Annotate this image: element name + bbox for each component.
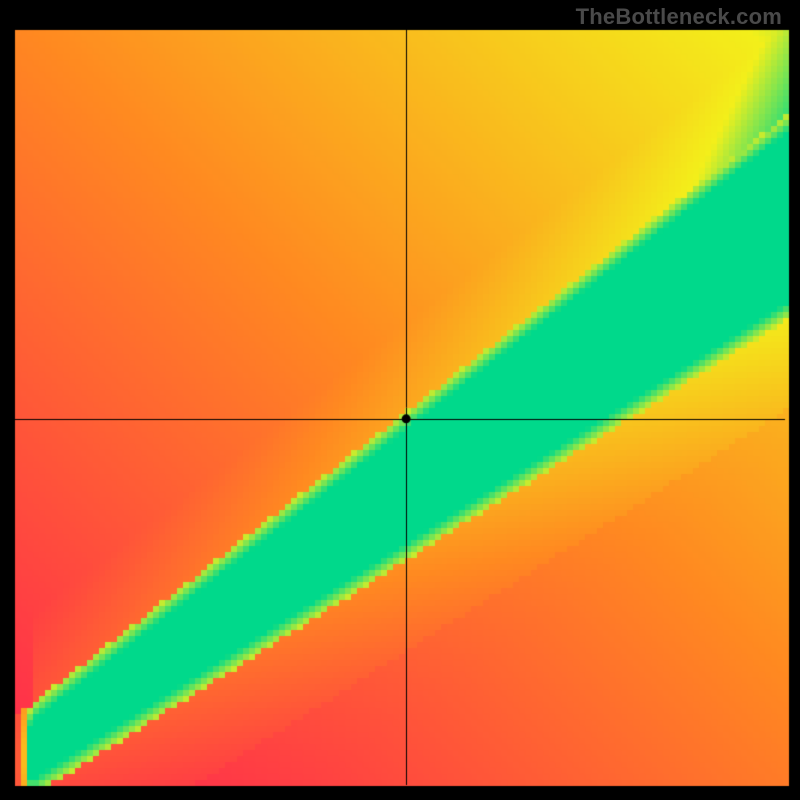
bottleneck-heatmap-canvas xyxy=(0,0,800,800)
chart-container: TheBottleneck.com xyxy=(0,0,800,800)
watermark-text: TheBottleneck.com xyxy=(576,4,782,30)
